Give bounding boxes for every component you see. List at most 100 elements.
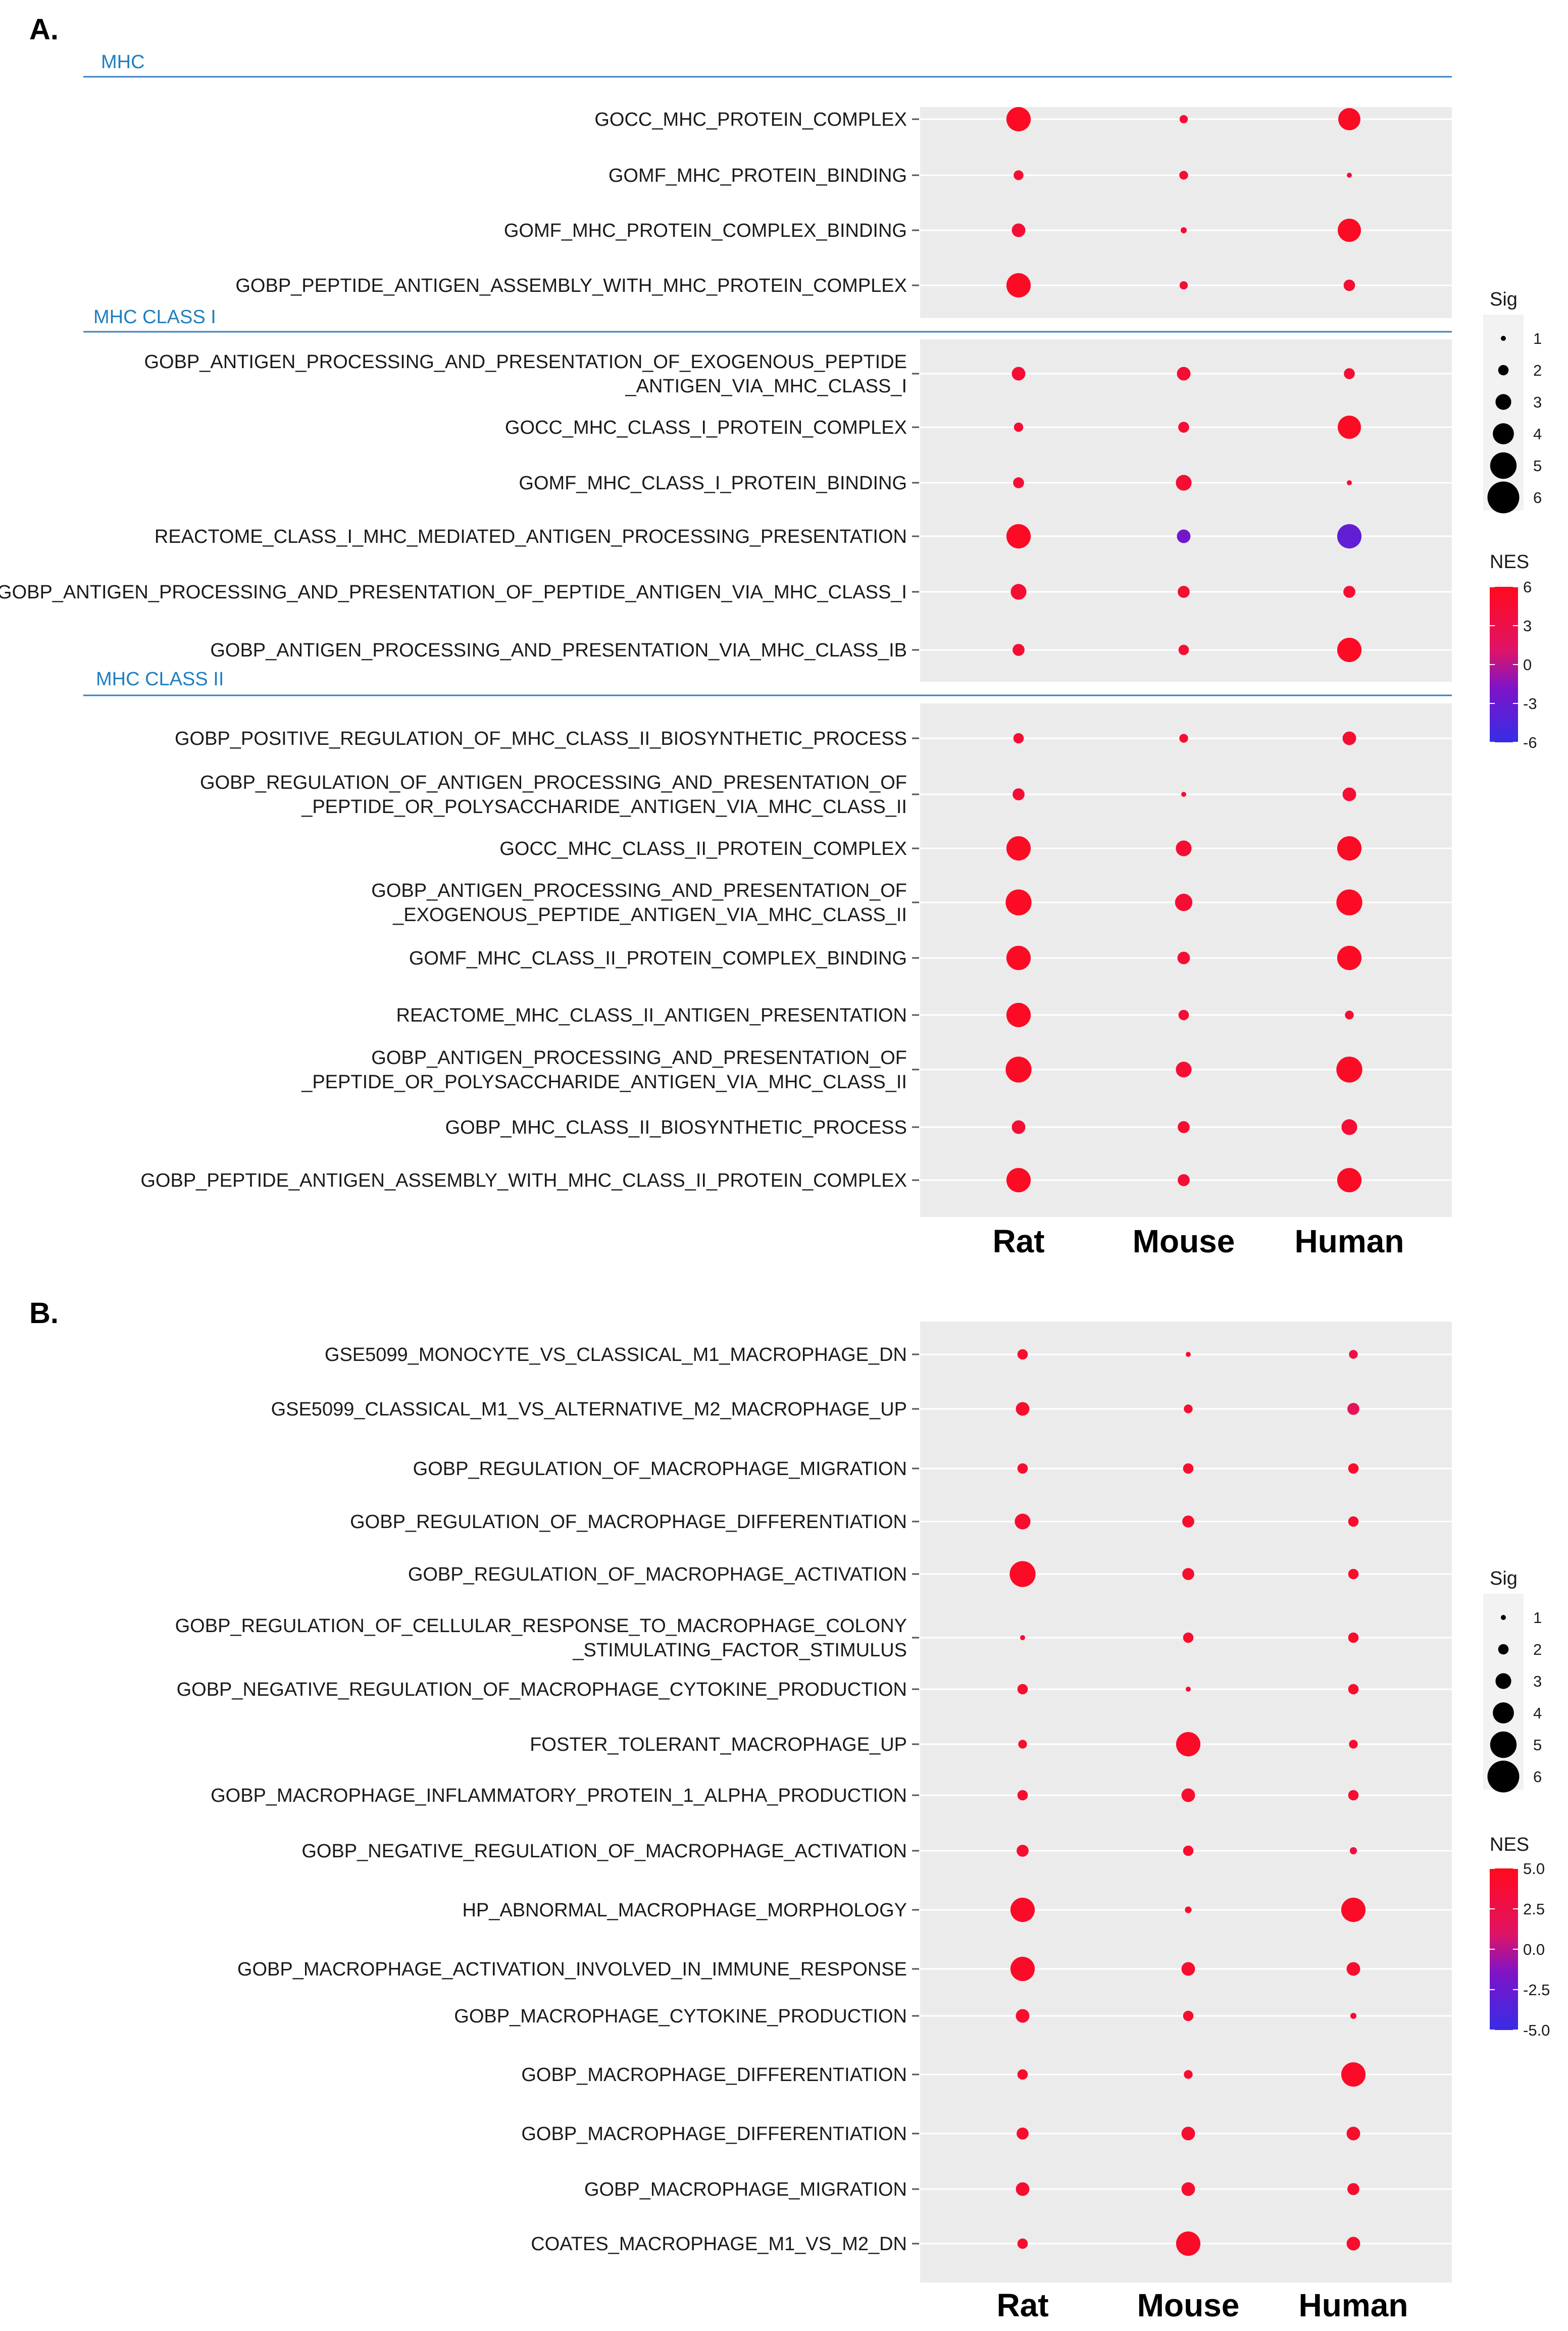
term-row: GOCC_MHC_PROTEIN_COMPLEX bbox=[594, 107, 1452, 132]
term-row: GOBP_ANTIGEN_PROCESSING_AND_PRESENTATION… bbox=[210, 637, 1452, 663]
dot-mouse bbox=[1178, 1121, 1190, 1133]
dot-rat bbox=[1017, 1845, 1029, 1857]
dot-human bbox=[1337, 524, 1362, 549]
dot-human bbox=[1349, 1740, 1358, 1749]
sig-legend-dot bbox=[1498, 365, 1509, 376]
legend: Sig 1 2 3 4 5 6 NES 5.0 2.5 0.0 -2.5 -5.0 bbox=[1483, 1568, 1550, 2039]
term-label: GOBP_MACROPHAGE_DIFFERENTIATION bbox=[521, 2123, 907, 2145]
dot-mouse bbox=[1182, 1568, 1194, 1580]
sig-legend-dot bbox=[1493, 423, 1514, 444]
dot-mouse bbox=[1177, 951, 1190, 965]
dot-mouse bbox=[1181, 792, 1186, 797]
dot-mouse bbox=[1178, 1009, 1189, 1021]
dot-mouse bbox=[1181, 1788, 1195, 1802]
dot-mouse bbox=[1176, 840, 1192, 856]
term-label: GOBP_REGULATION_OF_ANTIGEN_PROCESSING_AN… bbox=[200, 772, 907, 793]
dot-rat bbox=[1005, 1056, 1032, 1083]
dot-mouse bbox=[1181, 2126, 1195, 2141]
term-row: GOBP_ANTIGEN_PROCESSING_AND_PRESENTATION… bbox=[371, 880, 1452, 926]
term-label: GOBP_MACROPHAGE_INFLAMMATORY_PROTEIN_1_A… bbox=[211, 1785, 907, 1806]
term-label: GOCC_MHC_CLASS_II_PROTEIN_COMPLEX bbox=[499, 838, 907, 859]
term-label: GOBP_ANTIGEN_PROCESSING_AND_PRESENTATION… bbox=[371, 1047, 907, 1069]
term-row: GOCC_MHC_CLASS_II_PROTEIN_COMPLEX bbox=[499, 836, 1452, 861]
dot-mouse bbox=[1178, 1174, 1190, 1186]
term-label: GOBP_NEGATIVE_REGULATION_OF_MACROPHAGE_A… bbox=[301, 1841, 907, 1862]
plot-background bbox=[920, 1322, 1452, 2283]
panel-b: B. GSE5099_MONOCYTE_VS_CLASSICAL_M1_MACRO… bbox=[29, 1297, 1550, 2323]
dot-rat bbox=[1017, 1790, 1028, 1801]
nes-legend-label: 0.0 bbox=[1523, 1941, 1545, 1958]
dot-mouse bbox=[1177, 367, 1191, 381]
term-label: GOCC_MHC_CLASS_I_PROTEIN_COMPLEX bbox=[505, 417, 907, 438]
term-row: GOBP_POSITIVE_REGULATION_OF_MHC_CLASS_II… bbox=[175, 728, 1452, 749]
term-label: GOBP_NEGATIVE_REGULATION_OF_MACROPHAGE_C… bbox=[177, 1679, 907, 1700]
x-label-human: Human bbox=[1299, 2287, 1408, 2323]
sig-legend-label: 3 bbox=[1533, 1673, 1542, 1690]
term-label: GOBP_ANTIGEN_PROCESSING_AND_PRESENTATION… bbox=[0, 582, 907, 603]
dot-rat bbox=[1018, 1740, 1027, 1749]
term-row: GOBP_NEGATIVE_REGULATION_OF_MACROPHAGE_C… bbox=[177, 1679, 1452, 1700]
term-label: GOBP_REGULATION_OF_MACROPHAGE_MIGRATION bbox=[413, 1458, 907, 1480]
dot-human bbox=[1347, 173, 1352, 178]
dot-mouse bbox=[1178, 586, 1190, 598]
dot-human bbox=[1347, 2183, 1359, 2195]
dot-human bbox=[1346, 2237, 1360, 2251]
dot-human bbox=[1348, 1790, 1359, 1801]
term-label: REACTOME_MHC_CLASS_II_ANTIGEN_PRESENTATI… bbox=[396, 1005, 907, 1026]
dot-rat bbox=[1011, 1120, 1026, 1134]
term-row: GSE5099_CLASSICAL_M1_VS_ALTERNATIVE_M2_M… bbox=[271, 1399, 1452, 1420]
term-label: GOBP_MHC_CLASS_II_BIOSYNTHETIC_PROCESS bbox=[445, 1117, 907, 1138]
dot-human bbox=[1348, 1684, 1359, 1695]
x-label-human: Human bbox=[1295, 1223, 1404, 1259]
term-label: HP_ABNORMAL_MACROPHAGE_MORPHOLOGY bbox=[462, 1900, 907, 1921]
dot-human bbox=[1336, 889, 1362, 916]
sig-legend-title: Sig bbox=[1490, 1568, 1518, 1589]
term-row: GSE5099_MONOCYTE_VS_CLASSICAL_M1_MACROPH… bbox=[325, 1344, 1452, 1365]
term-label: _ANTIGEN_VIA_MHC_CLASS_I bbox=[625, 376, 907, 397]
dot-mouse bbox=[1181, 1962, 1195, 1976]
term-label: _PEPTIDE_OR_POLYSACCHARIDE_ANTIGEN_VIA_M… bbox=[301, 796, 907, 818]
sig-legend-label: 3 bbox=[1533, 393, 1542, 411]
dot-rat bbox=[1006, 945, 1031, 971]
section-title: MHC CLASS II bbox=[96, 669, 224, 690]
group-mhc: MHC GOCC_MHC_PROTEIN_COMPLEX GOMF_MHC_PROT… bbox=[83, 52, 1452, 318]
x-label-mouse: Mouse bbox=[1133, 1223, 1235, 1259]
nes-legend-label: 0 bbox=[1523, 656, 1532, 674]
term-row: GOBP_ANTIGEN_PROCESSING_AND_PRESENTATION… bbox=[301, 1047, 1452, 1093]
term-row: GOBP_MACROPHAGE_MIGRATION bbox=[584, 2179, 1452, 2200]
dot-human bbox=[1342, 787, 1356, 801]
dot-human bbox=[1345, 1010, 1354, 1020]
dot-mouse bbox=[1182, 1515, 1194, 1528]
term-label: GOBP_MACROPHAGE_ACTIVATION_INVOLVED_IN_I… bbox=[237, 1959, 907, 1980]
group-mhc-class-i: MHC CLASS I GOBP_ANTIGEN_PROCESSING_AND_P… bbox=[0, 307, 1452, 682]
dot-human bbox=[1341, 1897, 1366, 1922]
dot-human bbox=[1342, 731, 1356, 745]
term-label: GSE5099_CLASSICAL_M1_VS_ALTERNATIVE_M2_M… bbox=[271, 1399, 907, 1420]
dot-rat bbox=[1006, 107, 1031, 132]
sig-legend-dot bbox=[1490, 1731, 1517, 1758]
term-label: GOMF_MHC_PROTEIN_BINDING bbox=[609, 165, 907, 186]
nes-legend-title: NES bbox=[1490, 551, 1529, 573]
dot-rat bbox=[1016, 1402, 1030, 1416]
sig-legend-label: 6 bbox=[1533, 1768, 1542, 1786]
dot-mouse bbox=[1176, 475, 1192, 491]
dot-human bbox=[1349, 1847, 1357, 1855]
plot-background bbox=[920, 339, 1452, 682]
dot-human bbox=[1338, 108, 1360, 130]
term-row: GOBP_REGULATION_OF_MACROPHAGE_DIFFERENTI… bbox=[350, 1511, 1452, 1533]
dot-mouse bbox=[1186, 1687, 1191, 1692]
dot-rat bbox=[1013, 733, 1024, 744]
dot-rat bbox=[1017, 2127, 1029, 2140]
dot-rat bbox=[1006, 1002, 1031, 1028]
term-row: HP_ABNORMAL_MACROPHAGE_MORPHOLOGY bbox=[462, 1897, 1452, 1922]
dot-human bbox=[1346, 2126, 1360, 2141]
term-row: GOBP_REGULATION_OF_CELLULAR_RESPONSE_TO_… bbox=[175, 1615, 1452, 1661]
dot-rat bbox=[1010, 1897, 1035, 1922]
term-row: GOMF_MHC_CLASS_I_PROTEIN_BINDING bbox=[519, 473, 1452, 494]
term-row: GOBP_REGULATION_OF_MACROPHAGE_MIGRATION bbox=[413, 1458, 1452, 1480]
dot-rat bbox=[1013, 477, 1024, 488]
sig-legend-label: 1 bbox=[1533, 1609, 1542, 1627]
dot-rat bbox=[1017, 1463, 1028, 1474]
term-label: _STIMULATING_FACTOR_STIMULUS bbox=[572, 1640, 907, 1661]
term-row: COATES_MACROPHAGE_M1_VS_M2_DN bbox=[531, 2231, 1452, 2256]
